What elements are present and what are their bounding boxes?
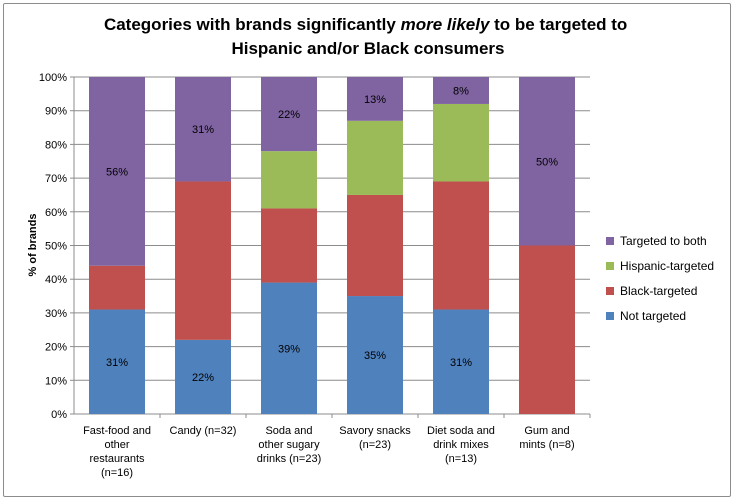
gridlines — [74, 76, 590, 381]
bar-segment-targeted-to-both — [261, 77, 317, 152]
axes: 0% 10% 20% 30% 40% 50% 60% 70% 80% 90% 100% — [39, 72, 591, 421]
category-label-line: restaurants — [89, 453, 145, 465]
data-label: 31% — [192, 124, 214, 136]
legend-swatch-hispanic-targeted — [606, 262, 614, 270]
legend-label-hispanic-targeted: Hispanic-targeted — [620, 259, 714, 273]
data-label: 22% — [278, 109, 300, 121]
data-label: 50% — [536, 156, 558, 168]
y-tick-label: 40% — [45, 274, 67, 286]
category-label-line: drink mixes — [433, 439, 489, 451]
bar-segment-not-targeted — [261, 282, 317, 414]
y-tick-label: 60% — [45, 207, 67, 219]
bar-segment-black-targeted — [89, 265, 145, 310]
legend-swatch-not-targeted — [606, 312, 614, 320]
y-tick-label: 70% — [45, 173, 67, 185]
data-label: 35% — [364, 350, 386, 362]
bar-segment-not-targeted — [89, 309, 145, 414]
data-label: 22% — [192, 372, 214, 384]
bar-segment-targeted-to-both — [347, 77, 403, 121]
y-tick-label: 0% — [51, 409, 67, 421]
bar-segment-hispanic-targeted — [347, 120, 403, 195]
chart-title-part: Hispanic and/or Black consumers — [231, 39, 504, 58]
chart-title: Categories with brands significantly mor… — [104, 15, 632, 58]
category-label-line: (n=23) — [359, 439, 391, 451]
bar-segment-black-targeted — [175, 181, 231, 340]
data-labels: 31% 56% 22% 31% 39% 22% 35% 13% 31% 8% 50% — [106, 85, 558, 383]
legend-swatch-black-targeted — [606, 287, 614, 295]
data-label: 13% — [364, 94, 386, 106]
legend-swatch-targeted-to-both — [606, 237, 614, 245]
chart-title-line-2: Hispanic and/or Black consumers — [231, 39, 504, 58]
y-tick-label: 90% — [45, 106, 67, 118]
category-label: Gum and mints (n=8) — [519, 425, 574, 451]
y-tick-label: 20% — [45, 342, 67, 354]
category-label: Candy (n=32) — [170, 425, 237, 437]
category-label-line: (n=13) — [445, 453, 477, 465]
category-label-line: Candy (n=32) — [170, 425, 237, 437]
category-label-line: other — [104, 439, 129, 451]
chart-title-part: more likely — [401, 15, 491, 34]
y-tick-label: 10% — [45, 375, 67, 387]
bar-segment-hispanic-targeted — [433, 103, 489, 182]
category-label: Diet soda and drink mixes (n=13) — [427, 425, 495, 465]
category-label: Soda and other sugary drinks (n=23) — [257, 425, 322, 465]
data-label: 31% — [450, 357, 472, 369]
category-label: Fast-food and other restaurants (n=16) — [83, 425, 151, 479]
data-label: 39% — [278, 343, 300, 355]
category-label-line: drinks (n=23) — [257, 453, 322, 465]
bar-segment-targeted-to-both — [175, 77, 231, 182]
category-labels: Fast-food and other restaurants (n=16) Candy… — [83, 425, 575, 479]
bar-segment-targeted-to-both — [433, 77, 489, 104]
bar-segment-targeted-to-both — [519, 77, 575, 246]
category-label-line: Diet soda and — [427, 425, 495, 437]
bar-segment-black-targeted — [347, 194, 403, 297]
bar-segment-black-targeted — [433, 181, 489, 310]
chart-title-part: to be targeted to — [489, 15, 627, 34]
y-tick-label: 50% — [45, 241, 67, 253]
legend-label-not-targeted: Not targeted — [620, 309, 686, 323]
legend: Targeted to both Hispanic-targeted Black-t… — [606, 234, 714, 323]
bar-segment-not-targeted — [347, 296, 403, 414]
category-label-line: (n=16) — [101, 467, 133, 479]
data-label: 31% — [106, 357, 128, 369]
category-label-line: Soda and — [265, 425, 312, 437]
y-tick-label: 80% — [45, 139, 67, 151]
bar-segment-black-targeted — [519, 245, 575, 414]
category-label-line: mints (n=8) — [519, 439, 574, 451]
y-axis-title: % of brands — [27, 214, 39, 277]
y-tick-label: 100% — [39, 72, 67, 84]
data-label: 8% — [453, 85, 469, 97]
data-label: 56% — [106, 166, 128, 178]
bar-segment-not-targeted — [433, 309, 489, 414]
legend-label-targeted-to-both: Targeted to both — [620, 234, 707, 248]
category-label: Savory snacks (n=23) — [339, 425, 411, 451]
category-label-line: Gum and — [524, 425, 569, 437]
chart-title-line-1: Categories with brands significantly mor… — [104, 15, 627, 34]
bar-segment-not-targeted — [175, 339, 231, 414]
category-label-line: other sugary — [258, 439, 320, 451]
bar-segment-targeted-to-both — [89, 77, 145, 266]
bar-segment-black-targeted — [261, 208, 317, 283]
legend-label-black-targeted: Black-targeted — [620, 284, 697, 298]
bar-segment-hispanic-targeted — [261, 151, 317, 209]
category-label-line: Savory snacks — [339, 425, 411, 437]
bars — [89, 77, 575, 414]
chart-title-part: Categories with brands significantly — [104, 15, 401, 34]
y-tick-label: 30% — [45, 308, 67, 320]
category-label-line: Fast-food and — [83, 425, 151, 437]
